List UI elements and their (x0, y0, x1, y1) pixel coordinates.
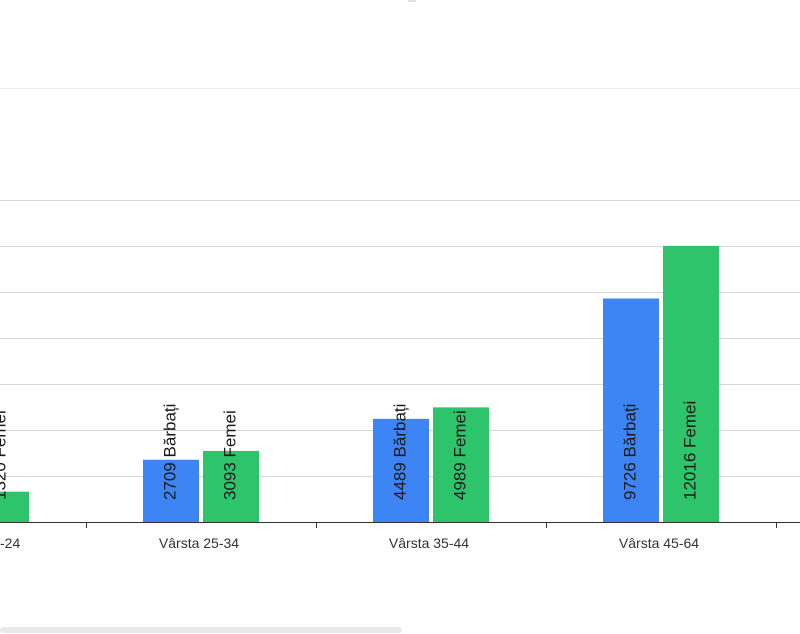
top-divider-mark (408, 0, 416, 2)
bar-value-label: 4989 Femei (450, 410, 469, 500)
bar-femei[interactable] (0, 491, 29, 522)
bar-femei[interactable] (433, 407, 489, 522)
x-axis (0, 522, 800, 528)
bar-value-label: 3093 Femei (220, 410, 239, 500)
bar-value-label: 12016 Femei (680, 401, 699, 500)
horizontal-scrollbar[interactable] (0, 627, 402, 633)
bar-barbati[interactable] (603, 298, 659, 522)
bar-value-label: 1320 Femei (0, 410, 9, 500)
bar-value-label: 2709 Bărbați (160, 404, 179, 500)
bar-femei[interactable] (203, 450, 259, 522)
bar-femei[interactable] (663, 245, 719, 522)
x-tick-label: Vârsta 35-44 (389, 535, 469, 551)
top-panel (0, 0, 800, 89)
x-tick-labels: -24 Vârsta 25-34 Vârsta 35-44 Vârsta 45-64 (0, 535, 699, 551)
x-tick-label: Vârsta 25-34 (159, 535, 239, 551)
bar-value-label: 9726 Bărbați (620, 404, 639, 500)
bar-barbati[interactable] (143, 459, 199, 522)
bars: 1320 Femei 2709 Bărbați 3093 Femei 4489 Băr… (0, 245, 719, 522)
x-tick-label: Vârsta 45-64 (619, 535, 699, 551)
bar-barbati[interactable] (373, 418, 429, 522)
x-tick-label: -24 (0, 535, 20, 551)
bar-value-label: 4489 Bărbați (390, 404, 409, 500)
